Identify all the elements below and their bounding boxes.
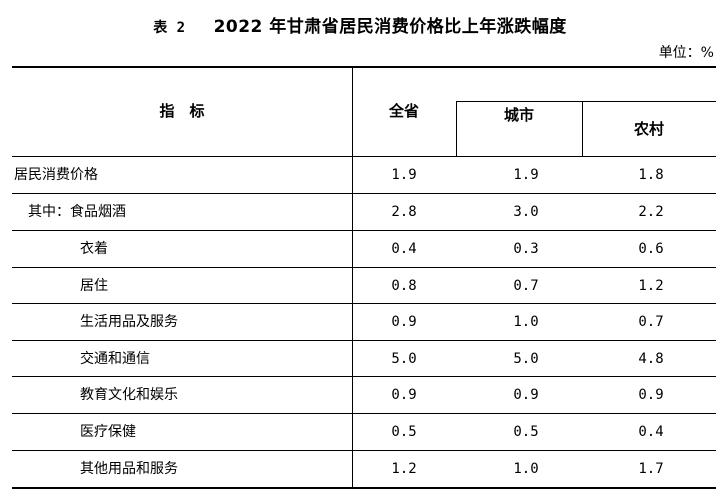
value-city: 5.0 [513, 351, 539, 367]
row-divider [12, 303, 716, 304]
value-rural: 4.8 [638, 351, 664, 367]
value-province: 0.5 [391, 424, 417, 440]
value-province: 1.9 [391, 167, 417, 183]
value-city: 0.5 [513, 424, 539, 440]
value-city: 0.9 [513, 387, 539, 403]
value-city: 0.3 [513, 241, 539, 257]
value-city: 1.0 [513, 461, 539, 477]
header-bottom-border [12, 156, 716, 157]
row-divider [12, 193, 716, 194]
row-label: 其中：食品烟酒 [28, 204, 126, 220]
price-table: 指 标 全省 城市 农村 居民消费价格 1.9 1.9 1.8 其中：食品烟酒 … [12, 66, 716, 490]
table-number: 表 2 [153, 20, 186, 36]
value-province: 1.2 [391, 461, 417, 477]
value-rural: 1.2 [638, 278, 664, 294]
value-province: 2.8 [391, 204, 417, 220]
value-rural: 0.6 [638, 241, 664, 257]
value-province: 0.8 [391, 278, 417, 294]
value-rural: 0.4 [638, 424, 664, 440]
value-province: 0.9 [391, 387, 417, 403]
table-top-border [12, 66, 716, 68]
row-divider [12, 230, 716, 231]
row-label: 交通和通信 [80, 351, 150, 367]
value-province: 0.4 [391, 241, 417, 257]
row-divider [12, 340, 716, 341]
header-rural: 农村 [633, 120, 664, 138]
row-label: 医疗保健 [80, 424, 136, 440]
subheader-divider [456, 101, 716, 102]
value-province: 5.0 [391, 351, 417, 367]
table-bottom-border [12, 487, 716, 489]
row-divider [12, 376, 716, 377]
column-divider [456, 101, 457, 157]
value-rural: 0.7 [638, 314, 664, 330]
table-title: 表 2 2022 年甘肃省居民消费价格比上年涨跌幅度 [0, 12, 720, 37]
row-label: 生活用品及服务 [80, 314, 178, 330]
unit-label: 单位：% [658, 45, 714, 61]
value-rural: 1.7 [638, 461, 664, 477]
column-divider [582, 101, 583, 157]
row-divider [12, 413, 716, 414]
row-divider [12, 450, 716, 451]
header-indicator: 指 标 [159, 102, 205, 120]
value-rural: 2.2 [638, 204, 664, 220]
value-province: 0.9 [391, 314, 417, 330]
row-label: 衣着 [80, 241, 108, 257]
value-city: 1.9 [513, 167, 539, 183]
table-title-text: 2022 年甘肃省居民消费价格比上年涨跌幅度 [213, 17, 567, 37]
column-divider [352, 66, 353, 488]
header-city: 城市 [503, 106, 534, 124]
row-label: 居民消费价格 [14, 167, 98, 183]
row-label: 其他用品和服务 [80, 461, 178, 477]
header-province: 全省 [388, 102, 419, 120]
value-rural: 0.9 [638, 387, 664, 403]
row-label: 教育文化和娱乐 [80, 387, 178, 403]
row-label: 居住 [80, 278, 108, 294]
row-divider [12, 267, 716, 268]
value-city: 1.0 [513, 314, 539, 330]
value-city: 0.7 [513, 278, 539, 294]
value-rural: 1.8 [638, 167, 664, 183]
value-city: 3.0 [513, 204, 539, 220]
